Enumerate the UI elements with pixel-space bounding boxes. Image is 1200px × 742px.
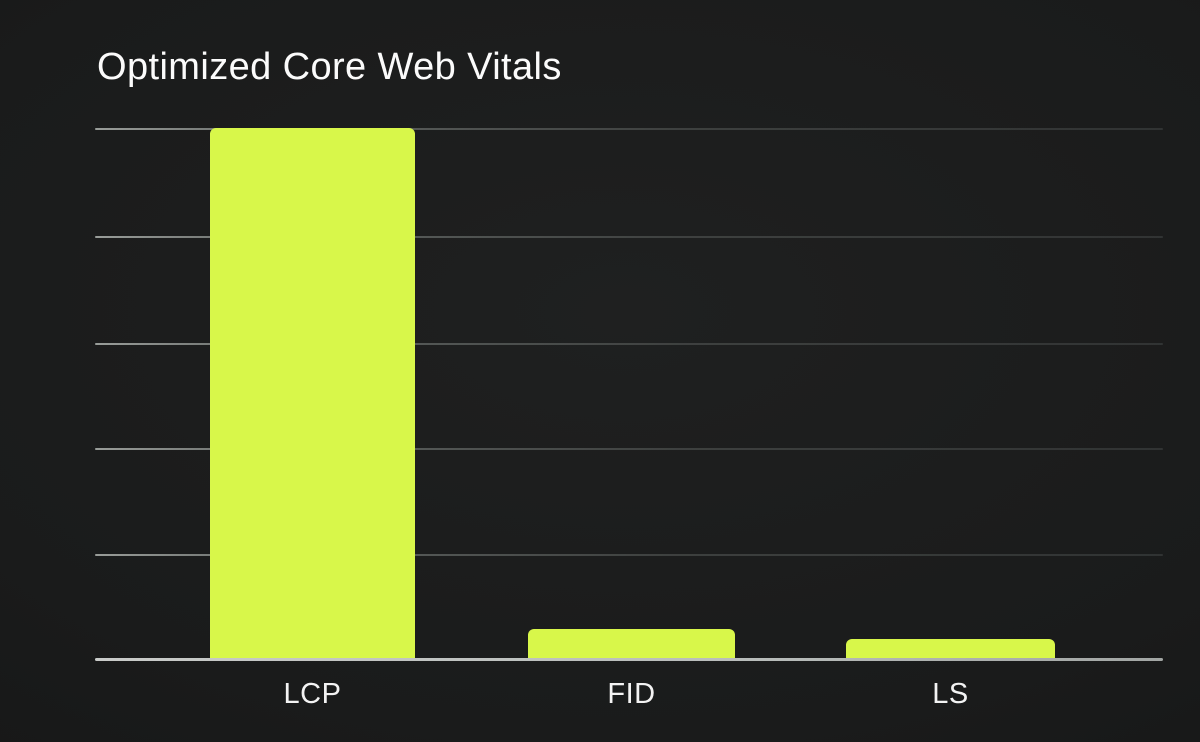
bar-fid — [528, 629, 735, 660]
plot-area: LCP FID LS — [95, 128, 1163, 710]
x-axis-label-fid: FID — [607, 678, 656, 710]
gridline — [95, 554, 1163, 556]
x-axis-label-ls: LS — [932, 678, 969, 710]
x-axis-label-lcp: LCP — [283, 678, 342, 710]
gridline — [95, 128, 1163, 130]
x-axis-line — [95, 658, 1163, 661]
bar-lcp — [210, 128, 415, 660]
bar-ls — [846, 639, 1055, 660]
gridline — [95, 343, 1163, 345]
gridline — [95, 236, 1163, 238]
gridline — [95, 448, 1163, 450]
chart-title: Optimized Core Web Vitals — [97, 46, 562, 88]
